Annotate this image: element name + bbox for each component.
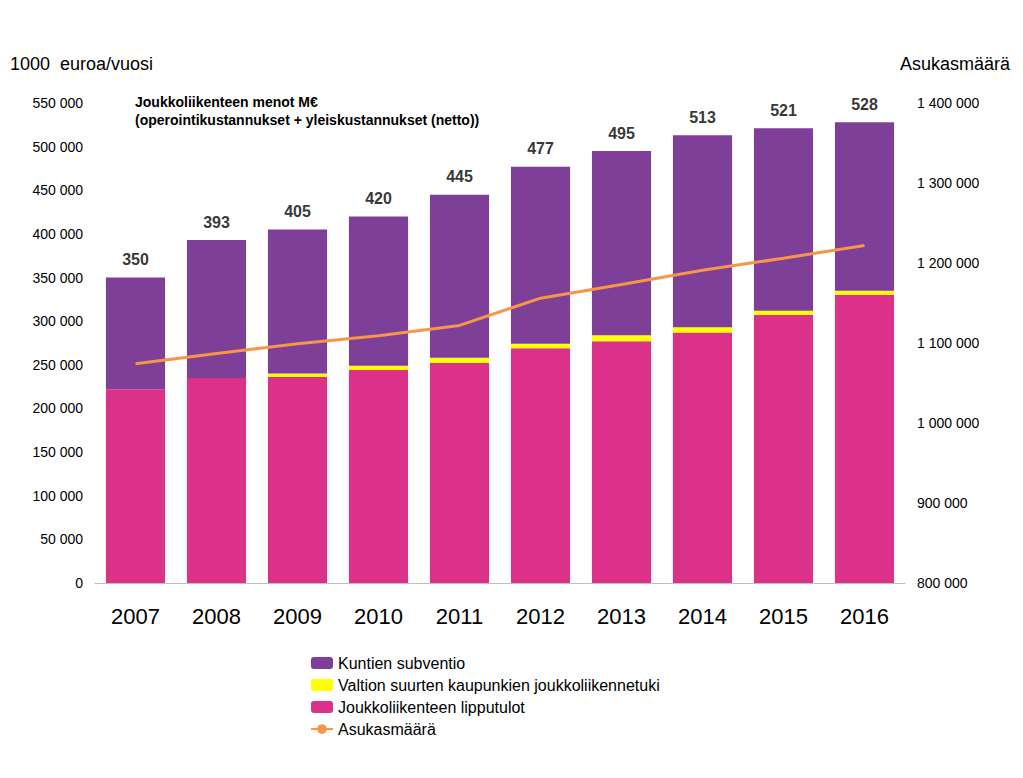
- svg-text:1 300 000: 1 300 000: [917, 175, 979, 191]
- svg-text:528: 528: [851, 96, 878, 113]
- svg-text:Joukkoliikenteen lipputulot: Joukkoliikenteen lipputulot: [338, 699, 525, 716]
- svg-text:2009: 2009: [273, 604, 322, 629]
- svg-text:100 000: 100 000: [32, 488, 83, 504]
- svg-text:2013: 2013: [597, 604, 646, 629]
- svg-text:Asukasmäärä: Asukasmäärä: [338, 721, 436, 738]
- svg-text:800 000: 800 000: [917, 575, 968, 591]
- svg-text:250 000: 250 000: [32, 357, 83, 373]
- svg-text:200 000: 200 000: [32, 400, 83, 416]
- svg-text:1 200 000: 1 200 000: [917, 255, 979, 271]
- svg-text:Valtion suurten kaupunkien jou: Valtion suurten kaupunkien joukkoliikenn…: [338, 677, 660, 694]
- svg-text:1 400 000: 1 400 000: [917, 95, 979, 111]
- svg-text:2007: 2007: [111, 604, 160, 629]
- svg-text:405: 405: [284, 203, 311, 220]
- svg-text:150 000: 150 000: [32, 444, 83, 460]
- svg-text:2014: 2014: [678, 604, 727, 629]
- svg-text:2008: 2008: [192, 604, 241, 629]
- svg-text:550 000: 550 000: [32, 95, 83, 111]
- svg-text:350: 350: [122, 251, 149, 268]
- svg-text:1 000 000: 1 000 000: [917, 415, 979, 431]
- svg-text:500 000: 500 000: [32, 139, 83, 155]
- svg-text:420: 420: [365, 190, 392, 207]
- svg-text:Kuntien subventio: Kuntien subventio: [338, 655, 465, 672]
- svg-text:300 000: 300 000: [32, 313, 83, 329]
- svg-text:Asukasmäärä: Asukasmäärä: [900, 54, 1011, 74]
- svg-text:2011: 2011: [436, 604, 483, 629]
- svg-text:Joukkoliikenteen menot M€: Joukkoliikenteen menot M€: [135, 94, 318, 110]
- svg-text:393: 393: [203, 214, 230, 231]
- svg-text:0: 0: [75, 575, 83, 591]
- svg-text:900 000: 900 000: [917, 495, 968, 511]
- svg-text:1000 euroa/vuosi: 1000 euroa/vuosi: [10, 54, 153, 74]
- svg-text:445: 445: [446, 168, 473, 185]
- svg-text:2010: 2010: [354, 604, 403, 629]
- svg-text:477: 477: [527, 140, 554, 157]
- svg-text:495: 495: [608, 125, 635, 142]
- svg-text:1 100 000: 1 100 000: [917, 335, 979, 351]
- svg-text:(operointikustannukset + yleis: (operointikustannukset + yleiskustannuks…: [135, 112, 479, 128]
- svg-text:400 000: 400 000: [32, 226, 83, 242]
- svg-text:2012: 2012: [516, 604, 565, 629]
- svg-text:2016: 2016: [840, 604, 889, 629]
- svg-text:50 000: 50 000: [40, 531, 83, 547]
- svg-text:513: 513: [689, 109, 716, 126]
- svg-text:450 000: 450 000: [32, 182, 83, 198]
- svg-text:2015: 2015: [759, 604, 808, 629]
- svg-text:521: 521: [770, 102, 797, 119]
- svg-text:350 000: 350 000: [32, 270, 83, 286]
